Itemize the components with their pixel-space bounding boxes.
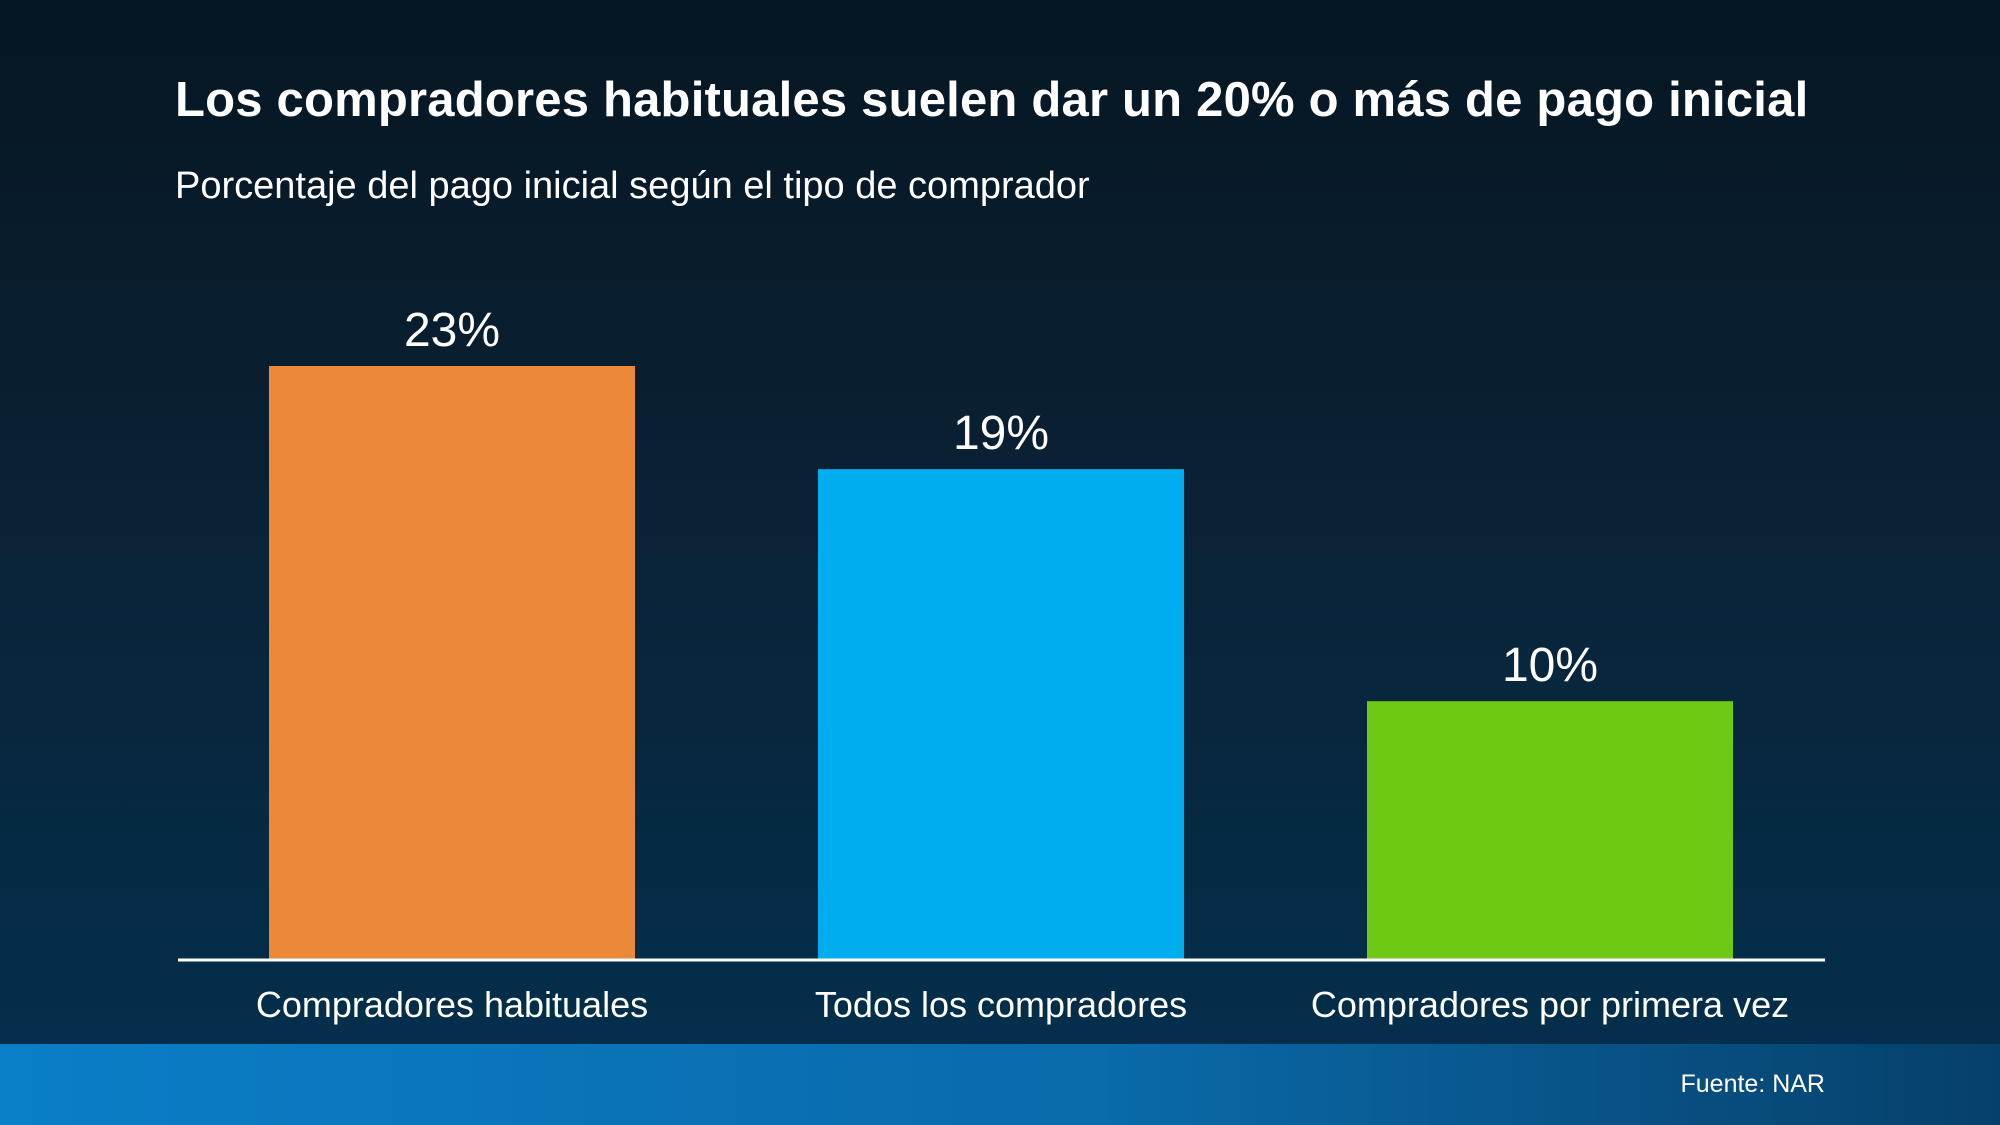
bar-value-label: 10%	[1502, 639, 1598, 692]
bar-value-label: 19%	[953, 407, 1049, 460]
bar-value-label: 23%	[404, 304, 500, 357]
category-label: Compradores por primera vez	[1311, 984, 1789, 1025]
chart-title: Los compradores habituales suelen dar un…	[175, 73, 1809, 127]
bar-3	[1367, 701, 1733, 959]
bar-2	[818, 469, 1184, 959]
category-label: Compradores habituales	[256, 984, 648, 1025]
footer-bar: Fuente: NAR	[0, 1044, 2000, 1125]
bar-1	[269, 366, 635, 959]
chart-subtitle: Porcentaje del pago inicial según el tip…	[175, 165, 1090, 207]
source-label: Fuente: NAR	[1680, 1070, 1825, 1098]
category-label: Todos los compradores	[815, 984, 1187, 1025]
bar-chart: 23% Compradores habituales 19% Todos los co…	[256, 304, 1789, 1025]
